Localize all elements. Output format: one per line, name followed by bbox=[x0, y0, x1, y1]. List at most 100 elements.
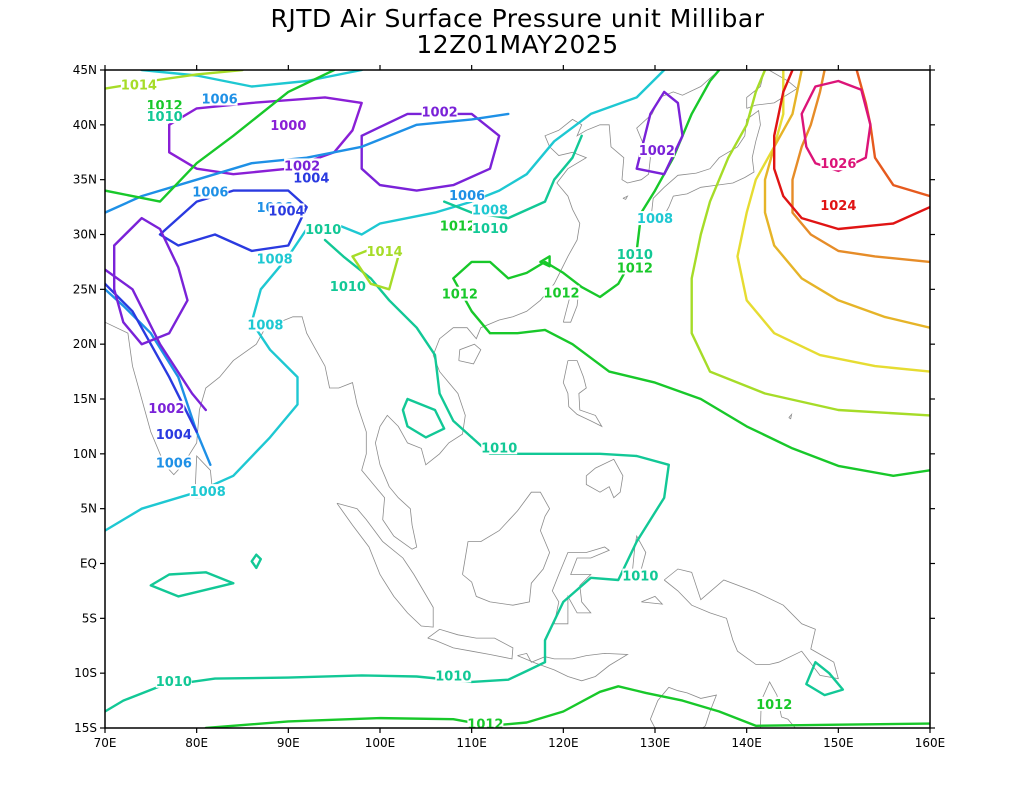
isobar-label: 1008 bbox=[247, 318, 283, 333]
lat-tick-label: 5S bbox=[82, 611, 97, 625]
coastline-path bbox=[458, 343, 482, 365]
isobar-label: 1002 bbox=[148, 402, 184, 417]
lat-tick-label: 15N bbox=[73, 392, 97, 406]
isobar-label-bg bbox=[820, 156, 857, 171]
coastline-path bbox=[462, 491, 551, 606]
lat-tick-label: 15S bbox=[74, 721, 97, 735]
isobar-label-bg bbox=[366, 243, 403, 258]
isobar-label-bg bbox=[638, 143, 675, 158]
lon-tick-label: 140E bbox=[731, 736, 762, 750]
coastline-path bbox=[105, 70, 720, 550]
isobar-1004 bbox=[158, 189, 308, 253]
lon-tick-label: 150E bbox=[823, 736, 854, 750]
isobar-label-bg bbox=[256, 251, 293, 266]
isobar-label: 1002 bbox=[639, 144, 675, 159]
isobar-label-bg bbox=[247, 317, 284, 332]
coastline-path bbox=[788, 412, 793, 420]
plot-frame bbox=[104, 69, 931, 729]
isobar-label-bg bbox=[441, 286, 478, 301]
coastline-path bbox=[427, 628, 514, 660]
isobar-1014 bbox=[690, 70, 930, 417]
lon-tick-label: 130E bbox=[640, 736, 671, 750]
isobar-1010 bbox=[149, 571, 235, 598]
isobar-label-bg bbox=[155, 455, 192, 470]
isobar-label: 1012 bbox=[440, 220, 476, 235]
lat-tick-label: 10S bbox=[74, 666, 97, 680]
lat-tick-label: 45N bbox=[73, 63, 97, 77]
lat-tick-label: 30N bbox=[73, 228, 97, 242]
isobar-label-bg bbox=[201, 91, 238, 106]
coastlines bbox=[105, 70, 839, 728]
lon-tick-label: 160E bbox=[915, 736, 946, 750]
isobar-label: 1010 bbox=[617, 248, 653, 263]
isobar-label: 1004 bbox=[268, 204, 304, 219]
isobar-1010 bbox=[401, 397, 446, 439]
coastline-path bbox=[649, 686, 718, 728]
isobar-1002 bbox=[360, 112, 501, 192]
isobar-1012 bbox=[452, 70, 930, 477]
isobar-1010 bbox=[805, 661, 845, 697]
isobar-label: 1006 bbox=[156, 457, 192, 472]
isobar-label-bg bbox=[155, 673, 192, 688]
coastline-path bbox=[517, 652, 629, 682]
isobar-1010 bbox=[443, 134, 583, 220]
lat-tick-label: 35N bbox=[73, 173, 97, 187]
isobar-label-bg bbox=[284, 158, 321, 173]
lon-tick-label: 100E bbox=[365, 736, 396, 750]
isobar-label: 1012 bbox=[543, 287, 579, 302]
isobar-label: 1010 bbox=[472, 222, 508, 237]
lon-tick-label: 70E bbox=[94, 736, 117, 750]
lat-tick-label: 25N bbox=[73, 282, 97, 296]
isobar-label-bg bbox=[622, 568, 659, 583]
isobar-1002 bbox=[113, 216, 189, 346]
coastline-path bbox=[746, 70, 798, 109]
isobar-label-bg bbox=[467, 716, 504, 731]
isobar-label: 1014 bbox=[121, 78, 157, 93]
isobar-label: 1012 bbox=[442, 288, 478, 303]
map-subtitle-datetime: 12Z01MAY2025 bbox=[416, 30, 619, 59]
isobar-label-bg bbox=[189, 484, 226, 499]
isobar-1024 bbox=[773, 70, 930, 231]
isobar-label: 1026 bbox=[820, 157, 856, 172]
isobar-label-bg bbox=[421, 104, 458, 119]
isobar-label-bg bbox=[435, 668, 472, 683]
isobar-label: 1010 bbox=[305, 223, 341, 238]
isobar-label: 1004 bbox=[156, 428, 192, 443]
coastline-path bbox=[641, 595, 664, 605]
isobar-label-bg bbox=[270, 117, 307, 132]
isobar-1012 bbox=[539, 255, 551, 268]
isobar-label-bg bbox=[146, 98, 183, 113]
isobar-label: 1008 bbox=[472, 203, 508, 218]
isobar-label: 1000 bbox=[270, 119, 306, 134]
isobar-label: 1004 bbox=[293, 172, 329, 187]
isobar-label: 1012 bbox=[756, 698, 792, 713]
isobar-1012 bbox=[204, 685, 930, 728]
isobar-label: 1006 bbox=[449, 189, 485, 204]
lat-tick-label: 5N bbox=[80, 502, 97, 516]
lon-tick-label: 110E bbox=[456, 736, 487, 750]
isobar-label: 1012 bbox=[617, 261, 653, 276]
isobar-label: 1002 bbox=[422, 106, 458, 121]
isobar-label-bg bbox=[120, 77, 157, 92]
map-title: RJTD Air Surface Pressure unit Millibar bbox=[270, 4, 765, 33]
isobar-label-bg bbox=[146, 109, 183, 124]
isobar-label: 1010 bbox=[622, 570, 658, 585]
isobar-label-bg bbox=[148, 400, 185, 415]
lat-tick-label: EQ bbox=[80, 557, 97, 571]
isobar-1012 bbox=[105, 70, 336, 203]
isobar-label: 1008 bbox=[257, 253, 293, 268]
isobar-1002 bbox=[105, 268, 207, 412]
isobar-1006 bbox=[105, 112, 510, 214]
isobar-label-bg bbox=[293, 170, 330, 185]
isobar-label-bg bbox=[637, 211, 673, 226]
isobar-label-bg bbox=[481, 440, 518, 455]
coastline-path bbox=[650, 109, 761, 224]
isobar-label: 1010 bbox=[156, 675, 192, 690]
lon-tick-label: 120E bbox=[548, 736, 579, 750]
isobar-label: 1010 bbox=[435, 669, 471, 684]
isobar-1000 bbox=[168, 96, 363, 176]
isobar-1010 bbox=[105, 436, 670, 713]
isobar-1008 bbox=[140, 70, 363, 88]
isobar-label-bg bbox=[305, 222, 342, 236]
isobar-label: 1010 bbox=[147, 110, 183, 125]
